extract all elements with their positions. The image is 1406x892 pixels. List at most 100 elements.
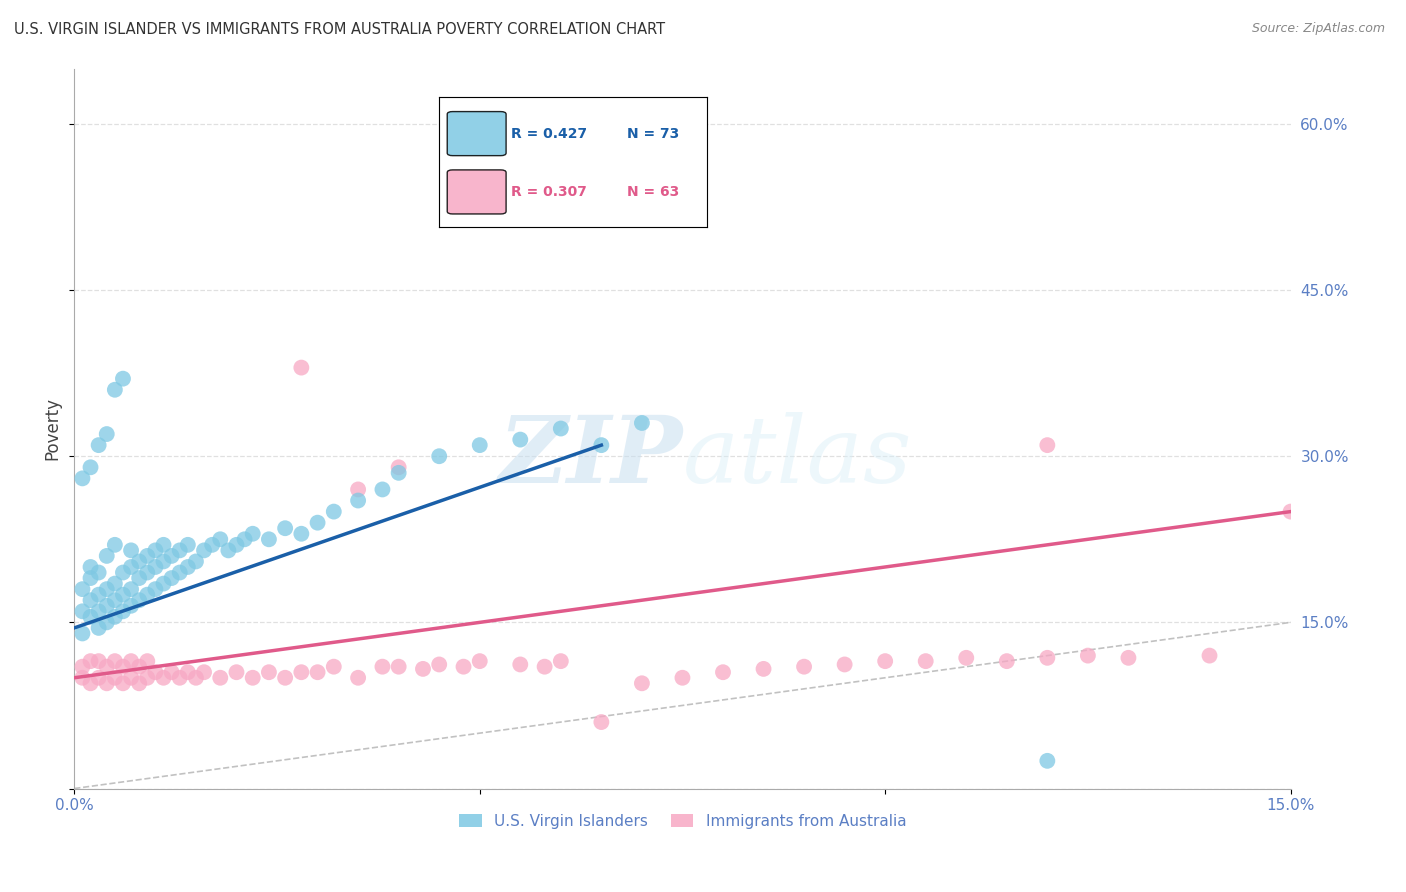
Point (274, 521, 297, 535)
Point (96, 599, 118, 613)
Point (120, 654, 142, 668)
Point (631, 676, 654, 690)
Point (388, 659, 411, 673)
Point (136, 654, 159, 668)
Point (72, 604, 94, 618)
Point (136, 671, 159, 685)
Point (468, 654, 491, 668)
Point (111, 588, 134, 602)
Point (111, 604, 134, 618)
Point (233, 533, 256, 547)
Point (591, 714, 613, 729)
Point (290, 360, 312, 375)
Point (120, 599, 142, 613)
Point (96, 676, 118, 690)
Point (79, 654, 101, 668)
Point (591, 438, 613, 452)
Point (371, 483, 394, 497)
Point (257, 665, 280, 680)
Point (550, 654, 572, 668)
Point (1198, 648, 1220, 663)
Point (509, 657, 531, 672)
Point (145, 560, 167, 574)
Point (104, 671, 127, 685)
Point (136, 549, 159, 563)
Point (87, 588, 110, 602)
Text: atlas: atlas (682, 412, 912, 502)
Point (225, 538, 247, 552)
Point (96, 615, 118, 630)
Point (104, 576, 127, 591)
Point (145, 665, 167, 680)
Point (152, 576, 174, 591)
Point (87, 566, 110, 580)
Point (128, 571, 150, 585)
Point (322, 505, 344, 519)
Point (217, 543, 239, 558)
Point (533, 659, 555, 673)
Point (307, 665, 329, 680)
Point (752, 662, 775, 676)
Point (104, 538, 127, 552)
Point (104, 383, 127, 397)
Point (72, 471, 94, 485)
Point (1036, 438, 1059, 452)
Point (550, 421, 572, 435)
Point (104, 610, 127, 624)
Point (184, 671, 207, 685)
Point (111, 566, 134, 580)
Point (388, 460, 411, 475)
Point (453, 659, 475, 673)
Point (711, 665, 734, 680)
Point (242, 526, 264, 541)
Point (177, 538, 200, 552)
Point (290, 526, 312, 541)
Point (79, 593, 101, 607)
Point (184, 554, 207, 568)
Point (193, 665, 215, 680)
Point (87, 438, 110, 452)
Point (427, 657, 450, 672)
Point (631, 416, 654, 430)
Point (79, 610, 101, 624)
Point (307, 516, 329, 530)
Point (209, 671, 232, 685)
Point (347, 671, 370, 685)
Point (468, 438, 491, 452)
Point (136, 588, 159, 602)
Point (120, 582, 142, 596)
Point (160, 665, 183, 680)
Point (87, 671, 110, 685)
Point (412, 662, 434, 676)
Point (152, 554, 174, 568)
Point (87, 604, 110, 618)
Point (96, 582, 118, 596)
Point (104, 654, 127, 668)
Point (225, 665, 247, 680)
Point (72, 671, 94, 685)
Point (128, 676, 150, 690)
Point (1036, 650, 1059, 665)
Point (160, 549, 183, 563)
Point (193, 543, 215, 558)
Point (96, 427, 118, 442)
Point (290, 665, 312, 680)
Point (145, 543, 167, 558)
Point (79, 571, 101, 585)
Point (209, 533, 232, 547)
Point (427, 449, 450, 463)
Point (169, 543, 191, 558)
Point (120, 543, 142, 558)
Point (274, 671, 297, 685)
Point (152, 671, 174, 685)
Point (128, 593, 150, 607)
Point (671, 671, 693, 685)
Text: U.S. VIRGIN ISLANDER VS IMMIGRANTS FROM AUSTRALIA POVERTY CORRELATION CHART: U.S. VIRGIN ISLANDER VS IMMIGRANTS FROM … (14, 22, 665, 37)
Point (371, 659, 394, 673)
Point (995, 654, 1018, 668)
Point (72, 659, 94, 673)
Point (322, 659, 344, 673)
Point (72, 582, 94, 596)
Point (79, 676, 101, 690)
Point (128, 659, 150, 673)
